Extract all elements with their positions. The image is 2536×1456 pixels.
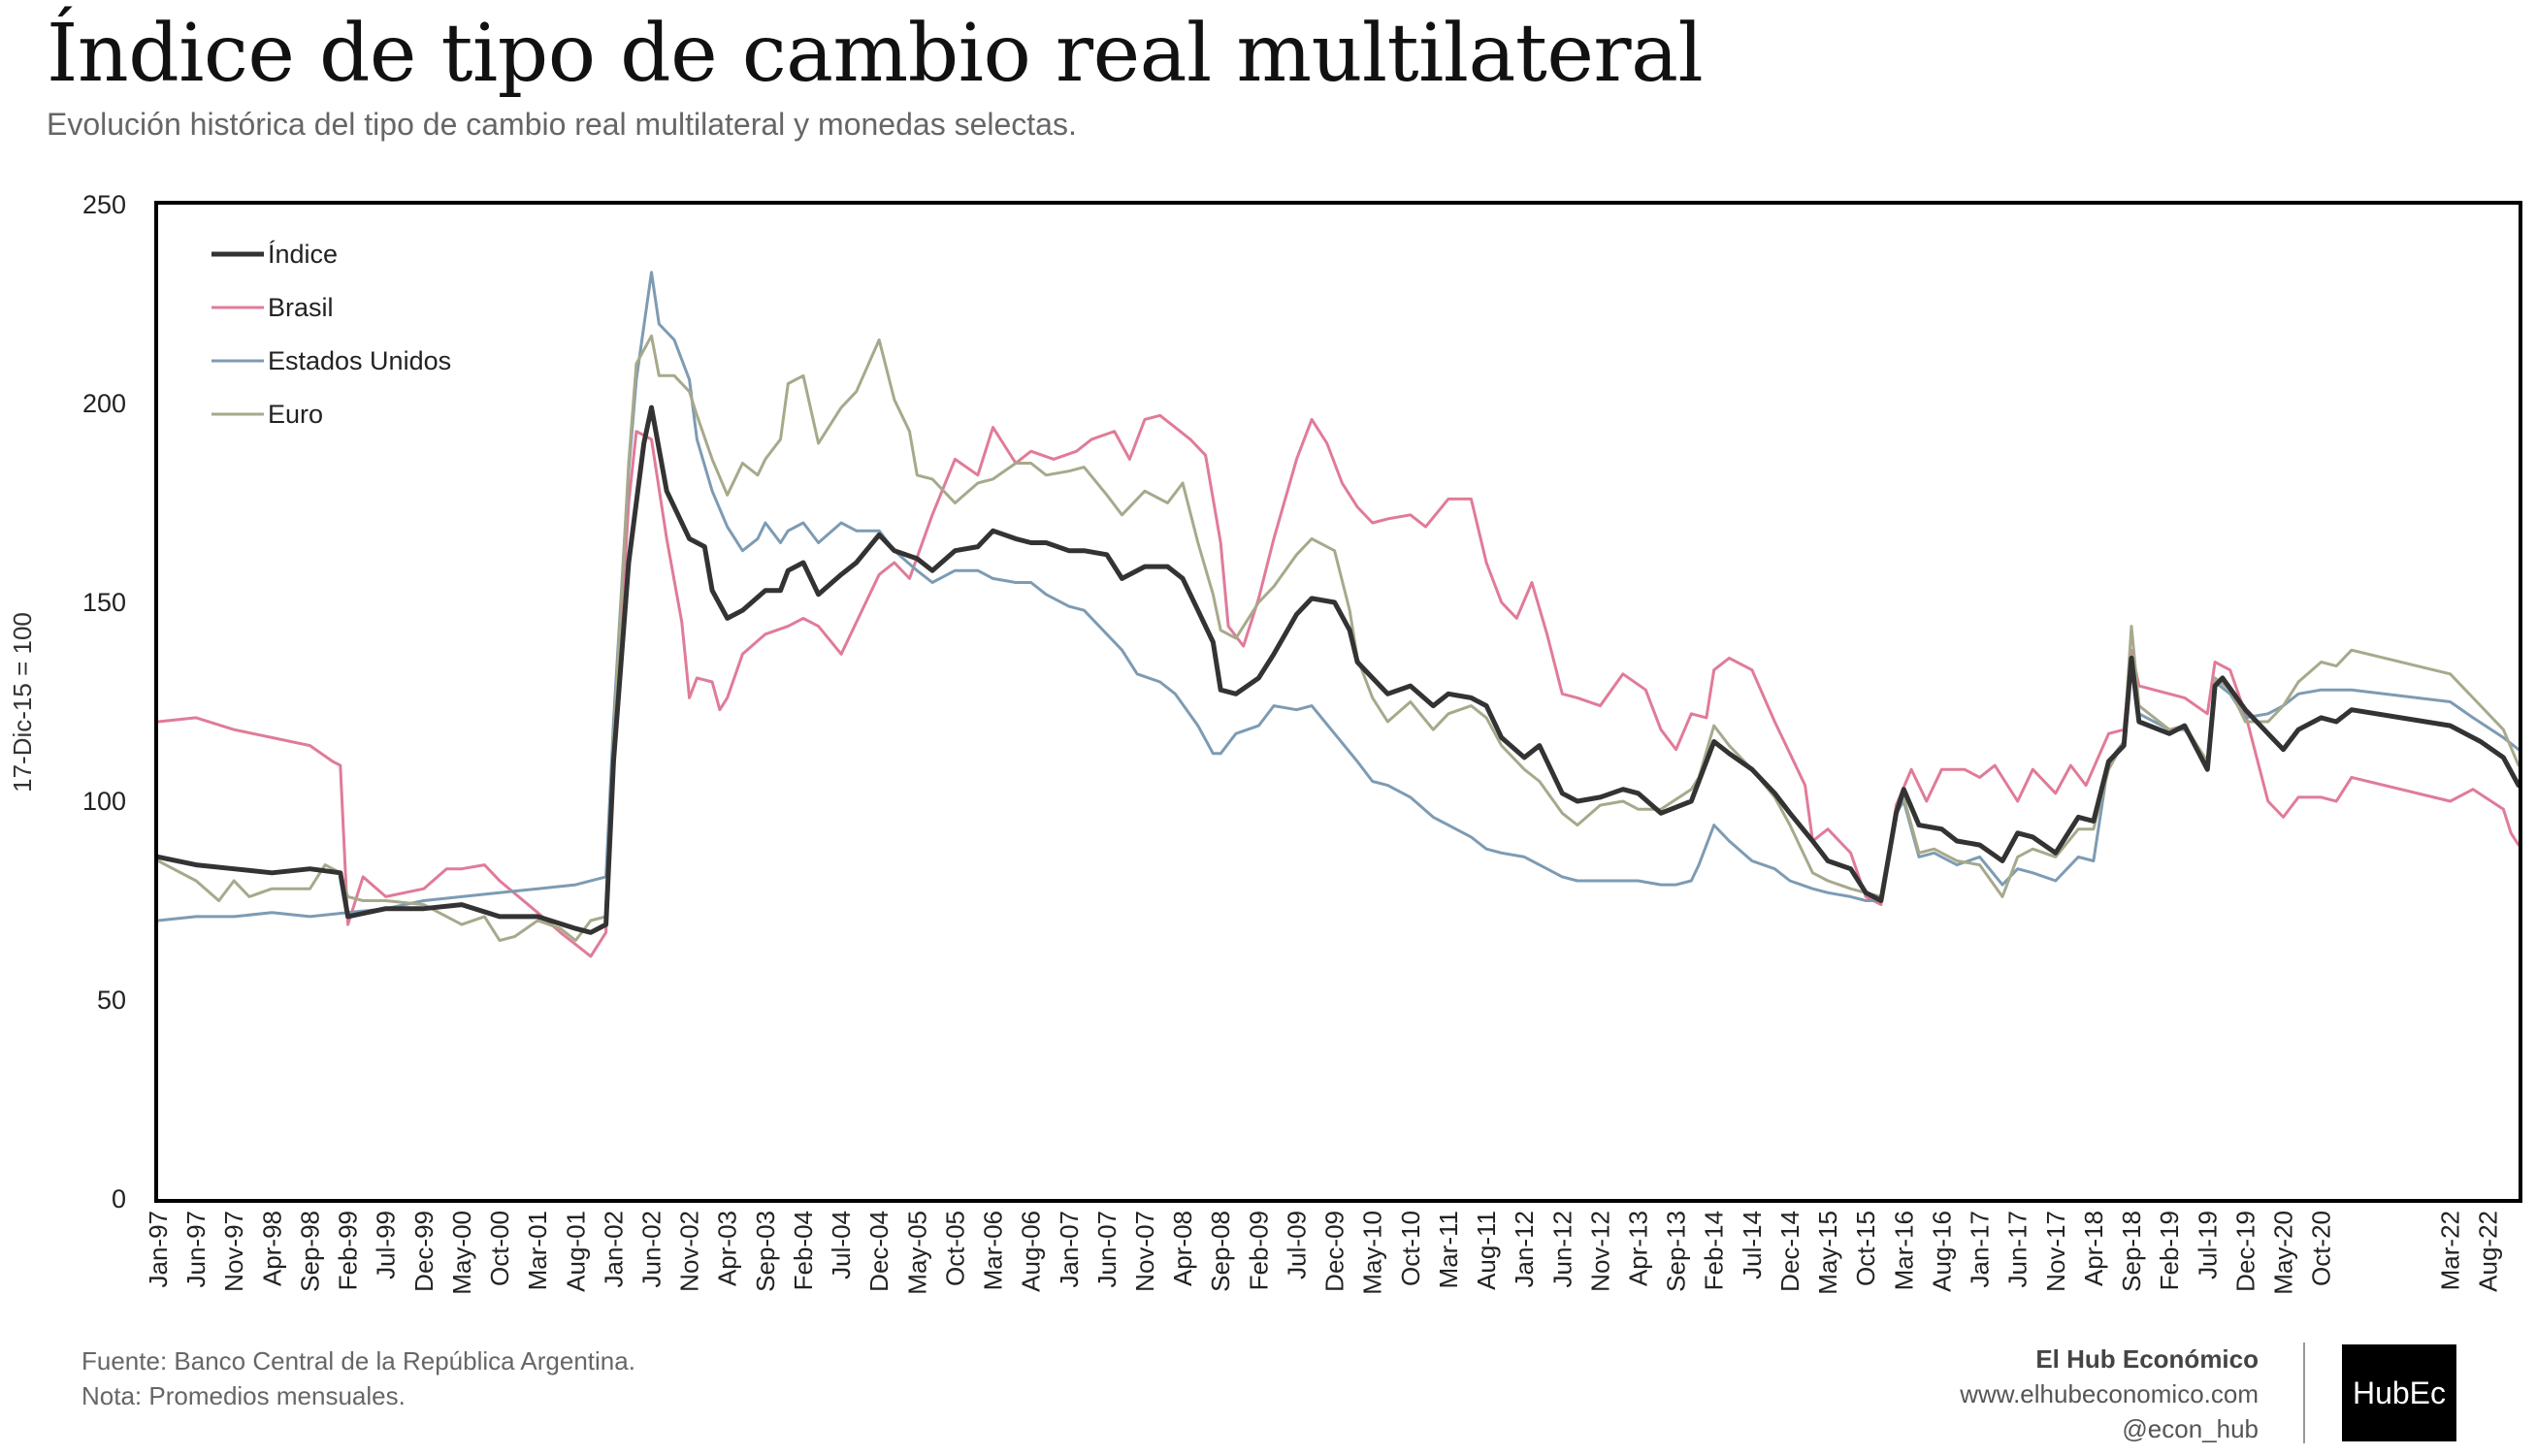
series-line-estados-unidos [156,271,2520,922]
x-tick-label: Oct-10 [1396,1211,1425,1286]
x-tick-label: Nov-12 [1585,1211,1614,1292]
x-tick-label: Aug-11 [1472,1211,1501,1290]
x-tick-label: Jun-12 [1547,1211,1577,1288]
x-tick-label: Apr-13 [1624,1211,1653,1286]
x-tick-label: Aug-16 [1927,1211,1956,1292]
x-tick-label: May-20 [2269,1211,2298,1295]
x-tick-label: Feb-09 [1244,1211,1273,1290]
x-tick-label: Apr-03 [713,1211,742,1286]
x-tick-label: Mar-06 [979,1211,1008,1290]
x-tick-label: Jun-07 [1092,1211,1122,1288]
y-tick-label: 200 [82,389,126,418]
y-tick-label: 0 [112,1184,126,1213]
x-tick-label: May-15 [1813,1211,1842,1295]
brand-handle[interactable]: @econ_hub [2122,1414,2259,1443]
x-tick-label: Jan-97 [144,1211,173,1288]
y-tick-label: 250 [82,190,126,219]
footnote: Nota: Promedios mensuales. [81,1381,406,1410]
x-tick-label: Jul-09 [1283,1211,1312,1279]
x-tick-label: Mar-01 [523,1211,552,1290]
x-tick-label: May-00 [447,1211,476,1295]
x-tick-label: Nov-17 [2041,1211,2070,1292]
series-layer [155,271,2521,958]
x-tick-label: Oct-15 [1851,1211,1880,1286]
footer-divider [2303,1343,2305,1443]
legend-label-euro: Euro [268,400,323,429]
source-note: Fuente: Banco Central de la República Ar… [81,1346,635,1375]
plot-frame [154,201,2522,1203]
x-tick-label: Oct-20 [2307,1211,2336,1286]
legend-label-brasil: Brasil [268,293,334,322]
x-tick-label: Dec-09 [1320,1211,1349,1292]
x-tick-label: Jan-07 [1055,1211,1084,1288]
x-tick-label: Mar-11 [1434,1211,1463,1288]
page-subtitle: Evolución histórica del tipo de cambio r… [47,107,1077,142]
x-tick-label: Feb-19 [2155,1211,2184,1290]
brand-name: El Hub Económico [2035,1344,2259,1374]
legend-label-estados-unidos: Estados Unidos [268,346,451,375]
x-tick-label: Jul-04 [827,1211,856,1279]
series-line-euro [156,334,2520,942]
line-chart: 0 50 100 150 200 250 Jan-97 Jun-97 Nov-97 Apr-98… [8,190,2522,1295]
x-tick-label: Aug-01 [561,1211,590,1292]
legend-label-indice: Índice [268,240,338,269]
x-tick-label: Aug-22 [2474,1211,2503,1292]
x-tick-label: Jul-99 [372,1211,401,1279]
x-tick-label: Jan-17 [1966,1211,1995,1288]
x-tick-label: Jun-17 [2003,1211,2032,1288]
x-tick-label: Dec-04 [864,1211,894,1292]
x-tick-label: May-05 [902,1211,931,1295]
brand-logo: HubEc [2342,1344,2456,1441]
x-tick-label: Aug-06 [1017,1211,1046,1292]
x-tick-label: Oct-05 [940,1211,969,1286]
x-tick-label: Jan-02 [599,1211,628,1288]
x-tick-label: Sep-98 [296,1211,325,1292]
x-tick-label: Oct-00 [485,1211,514,1286]
series-line-indice [155,404,2521,935]
series-line-brasil [156,413,2520,958]
x-tick-label: Feb-99 [334,1211,363,1290]
x-tick-label: Nov-07 [1130,1211,1159,1292]
x-tick-label: Jun-97 [181,1211,211,1288]
y-tick-label: 100 [82,787,126,816]
x-tick-label: Sep-18 [2117,1211,2146,1292]
x-tick-label: Sep-13 [1662,1211,1691,1292]
x-tick-label: Nov-97 [219,1211,248,1292]
x-tick-label: Feb-04 [789,1211,818,1290]
x-tick-label: Apr-08 [1168,1211,1197,1286]
x-tick-label: Mar-16 [1889,1211,1918,1290]
brand-website[interactable]: www.elhubeconomico.com [1960,1379,2259,1408]
x-tick-label: Jan-12 [1510,1211,1539,1288]
x-tick-label: Jun-02 [637,1211,667,1288]
x-tick-label: Apr-98 [257,1211,286,1286]
y-ticks: 0 50 100 150 200 250 [82,190,126,1213]
x-tick-label: Sep-08 [1206,1211,1235,1292]
y-tick-label: 50 [97,986,126,1015]
x-tick-label: Dec-99 [409,1211,439,1292]
x-ticks: Jan-97 Jun-97 Nov-97 Apr-98 Sep-98 Feb-99 Jul-… [144,1211,2503,1295]
y-tick-label: 150 [82,588,126,617]
x-tick-label: Nov-02 [675,1211,704,1292]
x-tick-label: Jul-19 [2193,1211,2222,1279]
x-tick-label: Sep-03 [751,1211,780,1292]
page-title: Índice de tipo de cambio real multilater… [47,8,1704,100]
x-tick-label: Apr-18 [2079,1211,2108,1286]
x-tick-label: Jul-14 [1738,1211,1767,1279]
x-tick-label: Dec-14 [1775,1211,1804,1292]
legend: Índice Brasil Estados Unidos Euro [211,240,451,429]
x-tick-label: Mar-22 [2436,1211,2465,1290]
x-tick-label: Dec-19 [2230,1211,2260,1292]
y-axis-label: 17-Dic-15 = 100 [8,612,37,793]
x-tick-label: May-10 [1358,1211,1387,1295]
x-tick-label: Feb-14 [1700,1211,1729,1290]
